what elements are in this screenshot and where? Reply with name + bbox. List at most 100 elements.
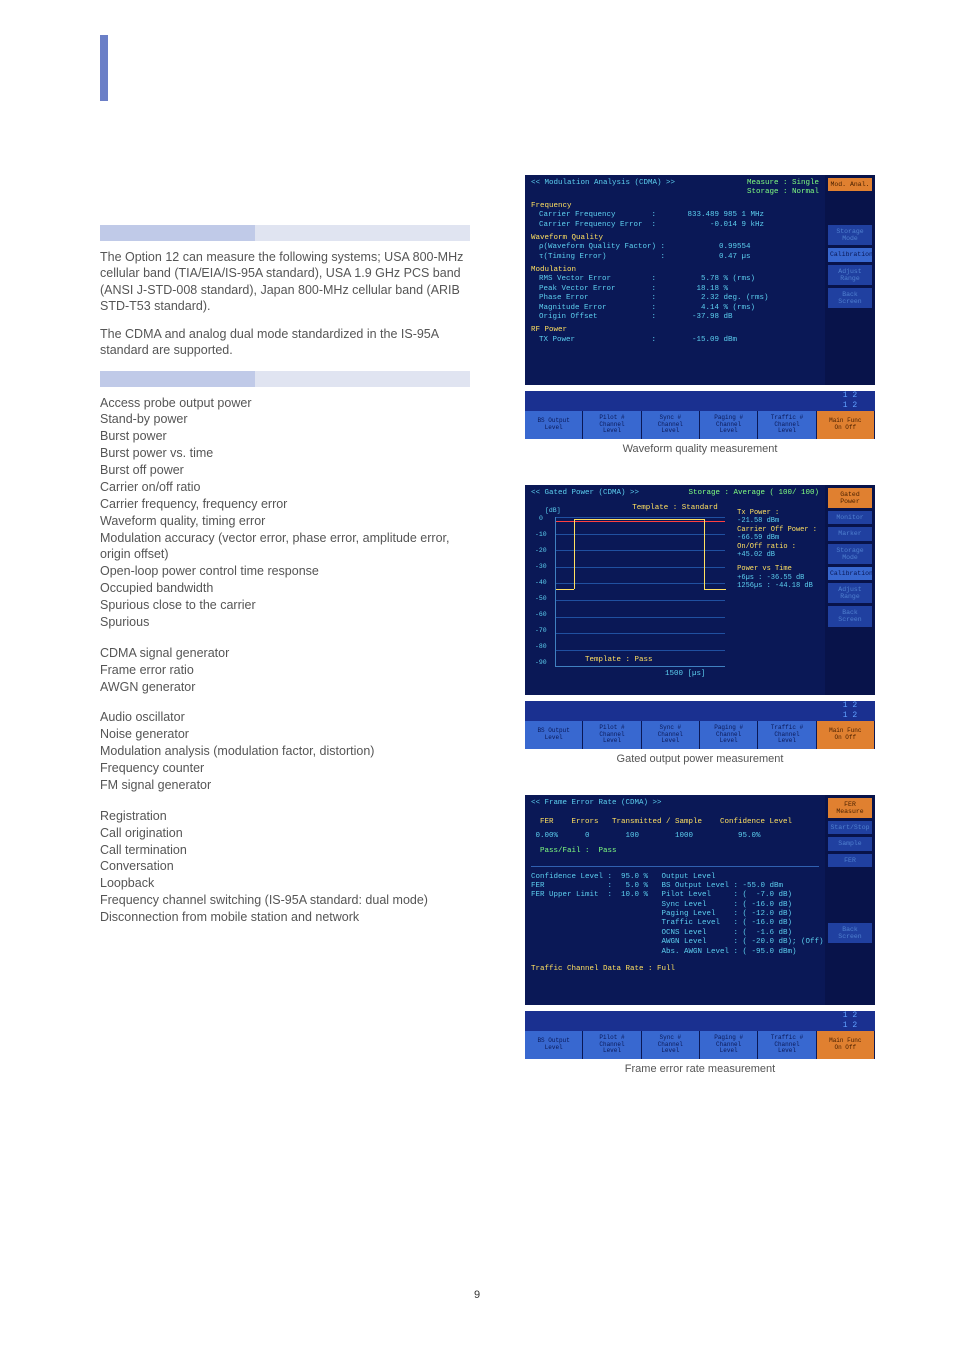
back-screen-button[interactable]: BackScreen: [828, 288, 872, 308]
list-item: Noise generator: [100, 726, 470, 743]
ratio-header: On/Off ratio :: [737, 543, 817, 551]
list-item: Modulation accuracy (vector error, phase…: [100, 530, 470, 564]
adjust-range-button[interactable]: AdjustRange: [828, 583, 872, 603]
pilot-channel-button[interactable]: Pilot #ChannelLevel: [583, 721, 641, 749]
section-header-2: [100, 371, 470, 387]
list-item: Spurious close to the carrier: [100, 597, 470, 614]
y-tick: -20: [535, 547, 547, 555]
page-number: 9: [474, 1289, 480, 1301]
list-item: Carrier on/off ratio: [100, 479, 470, 496]
ratio-value: +45.02 dB: [737, 551, 817, 559]
paging-channel-button[interactable]: Paging #ChannelLevel: [700, 1031, 758, 1059]
data-line: Paging Level : ( -12.0 dB): [531, 910, 819, 919]
gated-power-screenshot: << Gated Power (CDMA) >> Storage : Avera…: [525, 485, 875, 695]
pilot-channel-button[interactable]: Pilot #ChannelLevel: [583, 1031, 641, 1059]
monitor-button[interactable]: Monitor: [828, 511, 872, 524]
fer-table-row: 0.00% 0 100 1000 95.0%: [531, 832, 819, 841]
back-screen-button[interactable]: BackScreen: [828, 923, 872, 943]
main-func-button[interactable]: Main FuncOn Off: [817, 721, 875, 749]
side-button-panel: Gated Power Monitor Marker StorageMode C…: [825, 485, 875, 695]
traffic-channel-button[interactable]: Traffic #ChannelLevel: [758, 1031, 816, 1059]
list-item: Open-loop power control time response: [100, 563, 470, 580]
storage-mode-button[interactable]: StorageMode: [828, 544, 872, 564]
adjust-range-button[interactable]: AdjustRange: [828, 265, 872, 285]
nav-strip-1: 1 2: [525, 1011, 875, 1021]
section-label-2: [100, 371, 255, 387]
right-screenshots-column: << Modulation Analysis (CDMA) >> Measure…: [525, 175, 875, 1105]
data-line: TX Power : -15.09 dBm: [531, 336, 819, 345]
tx-power-value: -21.58 dBm: [737, 517, 817, 525]
mod-anal-button[interactable]: Mod. Anal.: [828, 178, 872, 191]
page-nav[interactable]: 1 2: [825, 391, 875, 401]
bs-output-button[interactable]: BS OutputLevel: [525, 411, 583, 439]
traffic-channel-button[interactable]: Traffic #ChannelLevel: [758, 721, 816, 749]
list-item: CDMA signal generator: [100, 645, 470, 662]
storage-mode-button[interactable]: StorageMode: [828, 225, 872, 245]
marker-button[interactable]: Marker: [828, 527, 872, 540]
intro-paragraph-2: The CDMA and analog dual mode standardiz…: [100, 326, 470, 359]
storage-mode: Storage : Average ( 100/ 100): [688, 489, 819, 502]
paging-channel-button[interactable]: Paging #ChannelLevel: [700, 721, 758, 749]
bs-output-button[interactable]: BS OutputLevel: [525, 721, 583, 749]
list-item: Spurious: [100, 614, 470, 631]
y-tick: -40: [535, 579, 547, 587]
main-func-button[interactable]: Main FuncOn Off: [817, 411, 875, 439]
gated-power-button[interactable]: Gated Power: [828, 488, 872, 508]
wave-header: Waveform Quality: [531, 234, 819, 243]
list-item: Loopback: [100, 875, 470, 892]
list-item: Access probe output power: [100, 395, 470, 412]
pvt-value: 1256µs : -44.18 dB: [737, 582, 817, 590]
y-tick: -90: [535, 659, 547, 667]
list-item: Burst power: [100, 428, 470, 445]
traffic-channel-button[interactable]: Traffic #ChannelLevel: [758, 411, 816, 439]
page-nav[interactable]: 1 2: [825, 401, 875, 411]
list-item: Occupied bandwidth: [100, 580, 470, 597]
list-item: Disconnection from mobile station and ne…: [100, 909, 470, 926]
screen-title: << Gated Power (CDMA) >>: [531, 489, 639, 498]
calibration-button[interactable]: Calibration: [828, 248, 872, 261]
data-line: ρ(Waveform Quality Factor) : 0.99554: [531, 243, 819, 252]
sync-channel-button[interactable]: Sync #ChannelLevel: [642, 1031, 700, 1059]
page-nav[interactable]: 1 2: [825, 1011, 875, 1021]
measure-mode: Measure : Single: [747, 179, 819, 187]
y-tick: -80: [535, 643, 547, 651]
data-line: FER Upper Limit : 10.0 % Pilot Level : (…: [531, 891, 819, 900]
data-line: Sync Level : ( -16.0 dB): [531, 901, 819, 910]
screenshot-caption: Waveform quality measurement: [525, 443, 875, 455]
section-label-1: [100, 225, 255, 241]
data-line: OCNS Level : ( -1.6 dB): [531, 929, 819, 938]
list-item: AWGN generator: [100, 679, 470, 696]
list-item: Carrier frequency, frequency error: [100, 496, 470, 513]
gated-power-chart: [555, 517, 725, 667]
fer-table-header: FER Errors Transmitted / Sample Confiden…: [531, 818, 819, 827]
page-nav[interactable]: 1 2: [825, 711, 875, 721]
sample-button[interactable]: Sample: [828, 837, 872, 850]
generator-list: CDMA signal generator Frame error ratio …: [100, 645, 470, 696]
fer-button[interactable]: FER: [828, 854, 872, 867]
sync-channel-button[interactable]: Sync #ChannelLevel: [642, 411, 700, 439]
bs-output-button[interactable]: BS OutputLevel: [525, 1031, 583, 1059]
fer-measure-button[interactable]: FER Measure: [828, 798, 872, 818]
page-nav[interactable]: 1 2: [825, 701, 875, 711]
calibration-button[interactable]: Calibration: [828, 567, 872, 580]
list-item: Burst power vs. time: [100, 445, 470, 462]
list-item: Stand-by power: [100, 411, 470, 428]
bottom-button-bar: BS OutputLevel Pilot #ChannelLevel Sync …: [525, 1031, 875, 1059]
data-line: Phase Error : 2.32 deg. (rms): [531, 294, 819, 303]
data-line: RMS Vector Error : 5.78 % (rms): [531, 275, 819, 284]
pilot-channel-button[interactable]: Pilot #ChannelLevel: [583, 411, 641, 439]
data-line: Peak Vector Error : 18.18 %: [531, 285, 819, 294]
back-screen-button[interactable]: BackScreen: [828, 606, 872, 626]
sync-channel-button[interactable]: Sync #ChannelLevel: [642, 721, 700, 749]
main-func-button[interactable]: Main FuncOn Off: [817, 1031, 875, 1059]
paging-channel-button[interactable]: Paging #ChannelLevel: [700, 411, 758, 439]
data-line: FER : 5.0 % BS Output Level : -55.0 dBm: [531, 882, 819, 891]
nav-strip-2: 1 2: [525, 711, 875, 721]
traffic-data-rate: Traffic Channel Data Rate : Full: [531, 965, 819, 974]
page-nav[interactable]: 1 2: [825, 1021, 875, 1031]
screen-main-panel: << Gated Power (CDMA) >> Storage : Avera…: [525, 485, 825, 695]
start-stop-button[interactable]: Start/Stop: [828, 821, 872, 834]
list-item: Modulation analysis (modulation factor, …: [100, 743, 470, 760]
carrier-off-value: -66.59 dBm: [737, 534, 817, 542]
nav-strip-2: 1 2: [525, 401, 875, 411]
